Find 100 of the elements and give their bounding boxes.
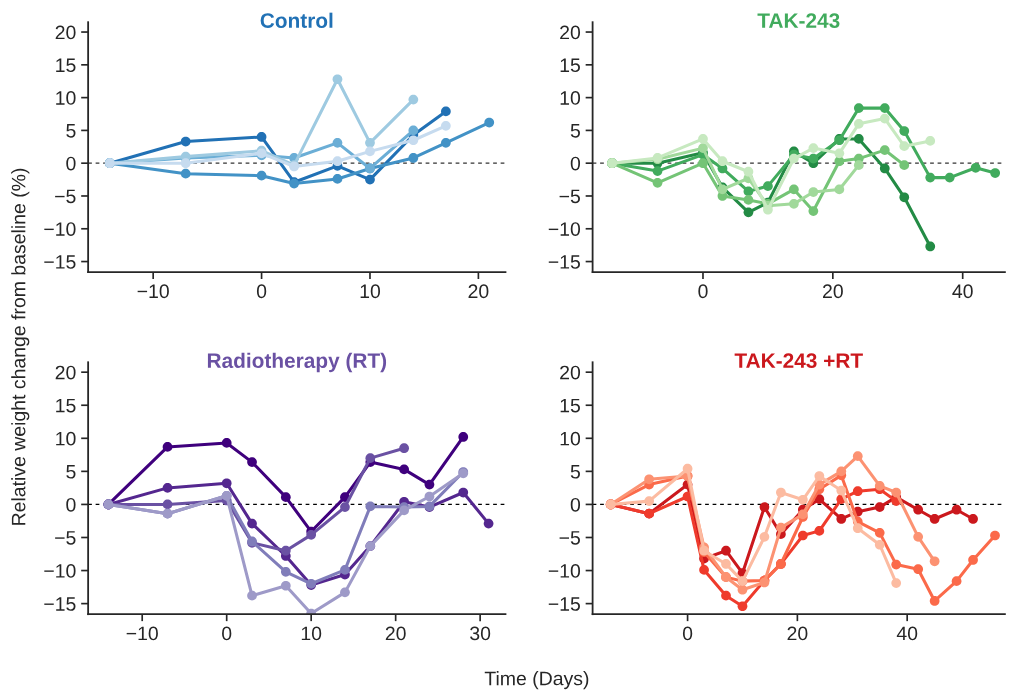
y-tick-label: 20 (55, 365, 76, 380)
x-tick-label: −10 (137, 284, 169, 299)
point (763, 181, 773, 192)
point (721, 545, 731, 556)
point (951, 504, 962, 515)
point (913, 564, 924, 575)
point (990, 530, 1000, 541)
point (441, 120, 451, 131)
x-tick-label: −10 (126, 626, 158, 641)
y-tick-label: 5 (66, 124, 76, 138)
point (913, 531, 924, 542)
y-axis-title: Relative weight change from baseline (%) (11, 168, 30, 525)
point (458, 487, 469, 498)
point (162, 499, 173, 510)
point (925, 172, 936, 183)
point (789, 153, 799, 164)
y-tick-label: −5 (55, 189, 76, 204)
y-tick-label: −15 (44, 597, 76, 611)
point (408, 153, 419, 163)
y-tick-label: −5 (55, 531, 76, 545)
point (743, 195, 754, 205)
point (968, 514, 978, 524)
point (925, 136, 936, 146)
point (399, 505, 409, 516)
y-tick-label: 10 (560, 431, 581, 446)
point (365, 174, 375, 185)
point (737, 601, 748, 612)
point (853, 103, 864, 113)
x-tick-label: 20 (468, 284, 489, 299)
chart-title: Control (260, 12, 333, 28)
point (990, 168, 1001, 178)
point (332, 138, 343, 148)
x-tick-label: 10 (360, 284, 381, 299)
chart-title: TAK-243 +RT (734, 353, 863, 369)
point (874, 502, 885, 512)
point (247, 590, 257, 601)
point (929, 556, 940, 567)
point (929, 514, 940, 524)
point (852, 486, 863, 497)
x-axis-title: Time (Days) (484, 671, 589, 690)
y-tick-label: 10 (56, 431, 76, 446)
point (180, 136, 191, 147)
y-tick-label: 5 (570, 465, 580, 479)
point (408, 135, 419, 146)
chart-title: Radiotherapy (RT) (207, 352, 387, 373)
point (698, 158, 708, 169)
point (180, 168, 191, 179)
y-tick-label: 10 (560, 91, 581, 105)
point (340, 502, 350, 512)
point (399, 443, 409, 454)
x-tick-label: 0 (698, 284, 708, 299)
point (808, 143, 819, 153)
x-tick-label: 40 (952, 284, 973, 299)
point (798, 530, 808, 541)
point (808, 206, 819, 216)
y-tick-label: 15 (560, 58, 580, 73)
point (458, 432, 469, 442)
point (879, 145, 890, 155)
point (424, 491, 435, 502)
point (743, 166, 754, 177)
point (776, 487, 786, 498)
point (424, 479, 435, 490)
y-tick-label: −15 (548, 597, 580, 611)
point (925, 241, 936, 252)
y-tick-label: 15 (56, 58, 76, 73)
x-tick-label: 20 (385, 626, 406, 641)
y-tick-label: −5 (559, 531, 580, 545)
point (340, 565, 350, 575)
y-tick-label: −10 (44, 222, 76, 237)
point (221, 438, 232, 448)
point (874, 539, 885, 550)
point (836, 485, 847, 496)
point (332, 174, 343, 184)
point (399, 464, 409, 475)
point (834, 184, 845, 195)
point (280, 545, 291, 556)
point (698, 134, 708, 144)
point (162, 483, 173, 493)
point (879, 113, 890, 124)
point (682, 463, 693, 474)
point (899, 160, 910, 171)
point (874, 528, 885, 538)
point (332, 74, 343, 85)
x-tick-label: 40 (896, 626, 918, 641)
y-tick-label: −5 (559, 189, 580, 204)
point (789, 198, 799, 209)
point (834, 148, 845, 159)
point (899, 126, 910, 136)
y-tick-label: 20 (560, 365, 581, 380)
point (652, 166, 663, 176)
point (247, 457, 257, 467)
y-tick-label: 0 (570, 156, 581, 171)
x-tick-label: 10 (301, 626, 322, 641)
x-tick-label: 0 (256, 284, 267, 299)
point (776, 522, 786, 533)
y-tick-label: 5 (570, 124, 580, 138)
y-tick-label: −10 (44, 564, 76, 578)
point (951, 576, 962, 586)
point (759, 502, 770, 512)
x-tick-label: 20 (787, 626, 808, 641)
